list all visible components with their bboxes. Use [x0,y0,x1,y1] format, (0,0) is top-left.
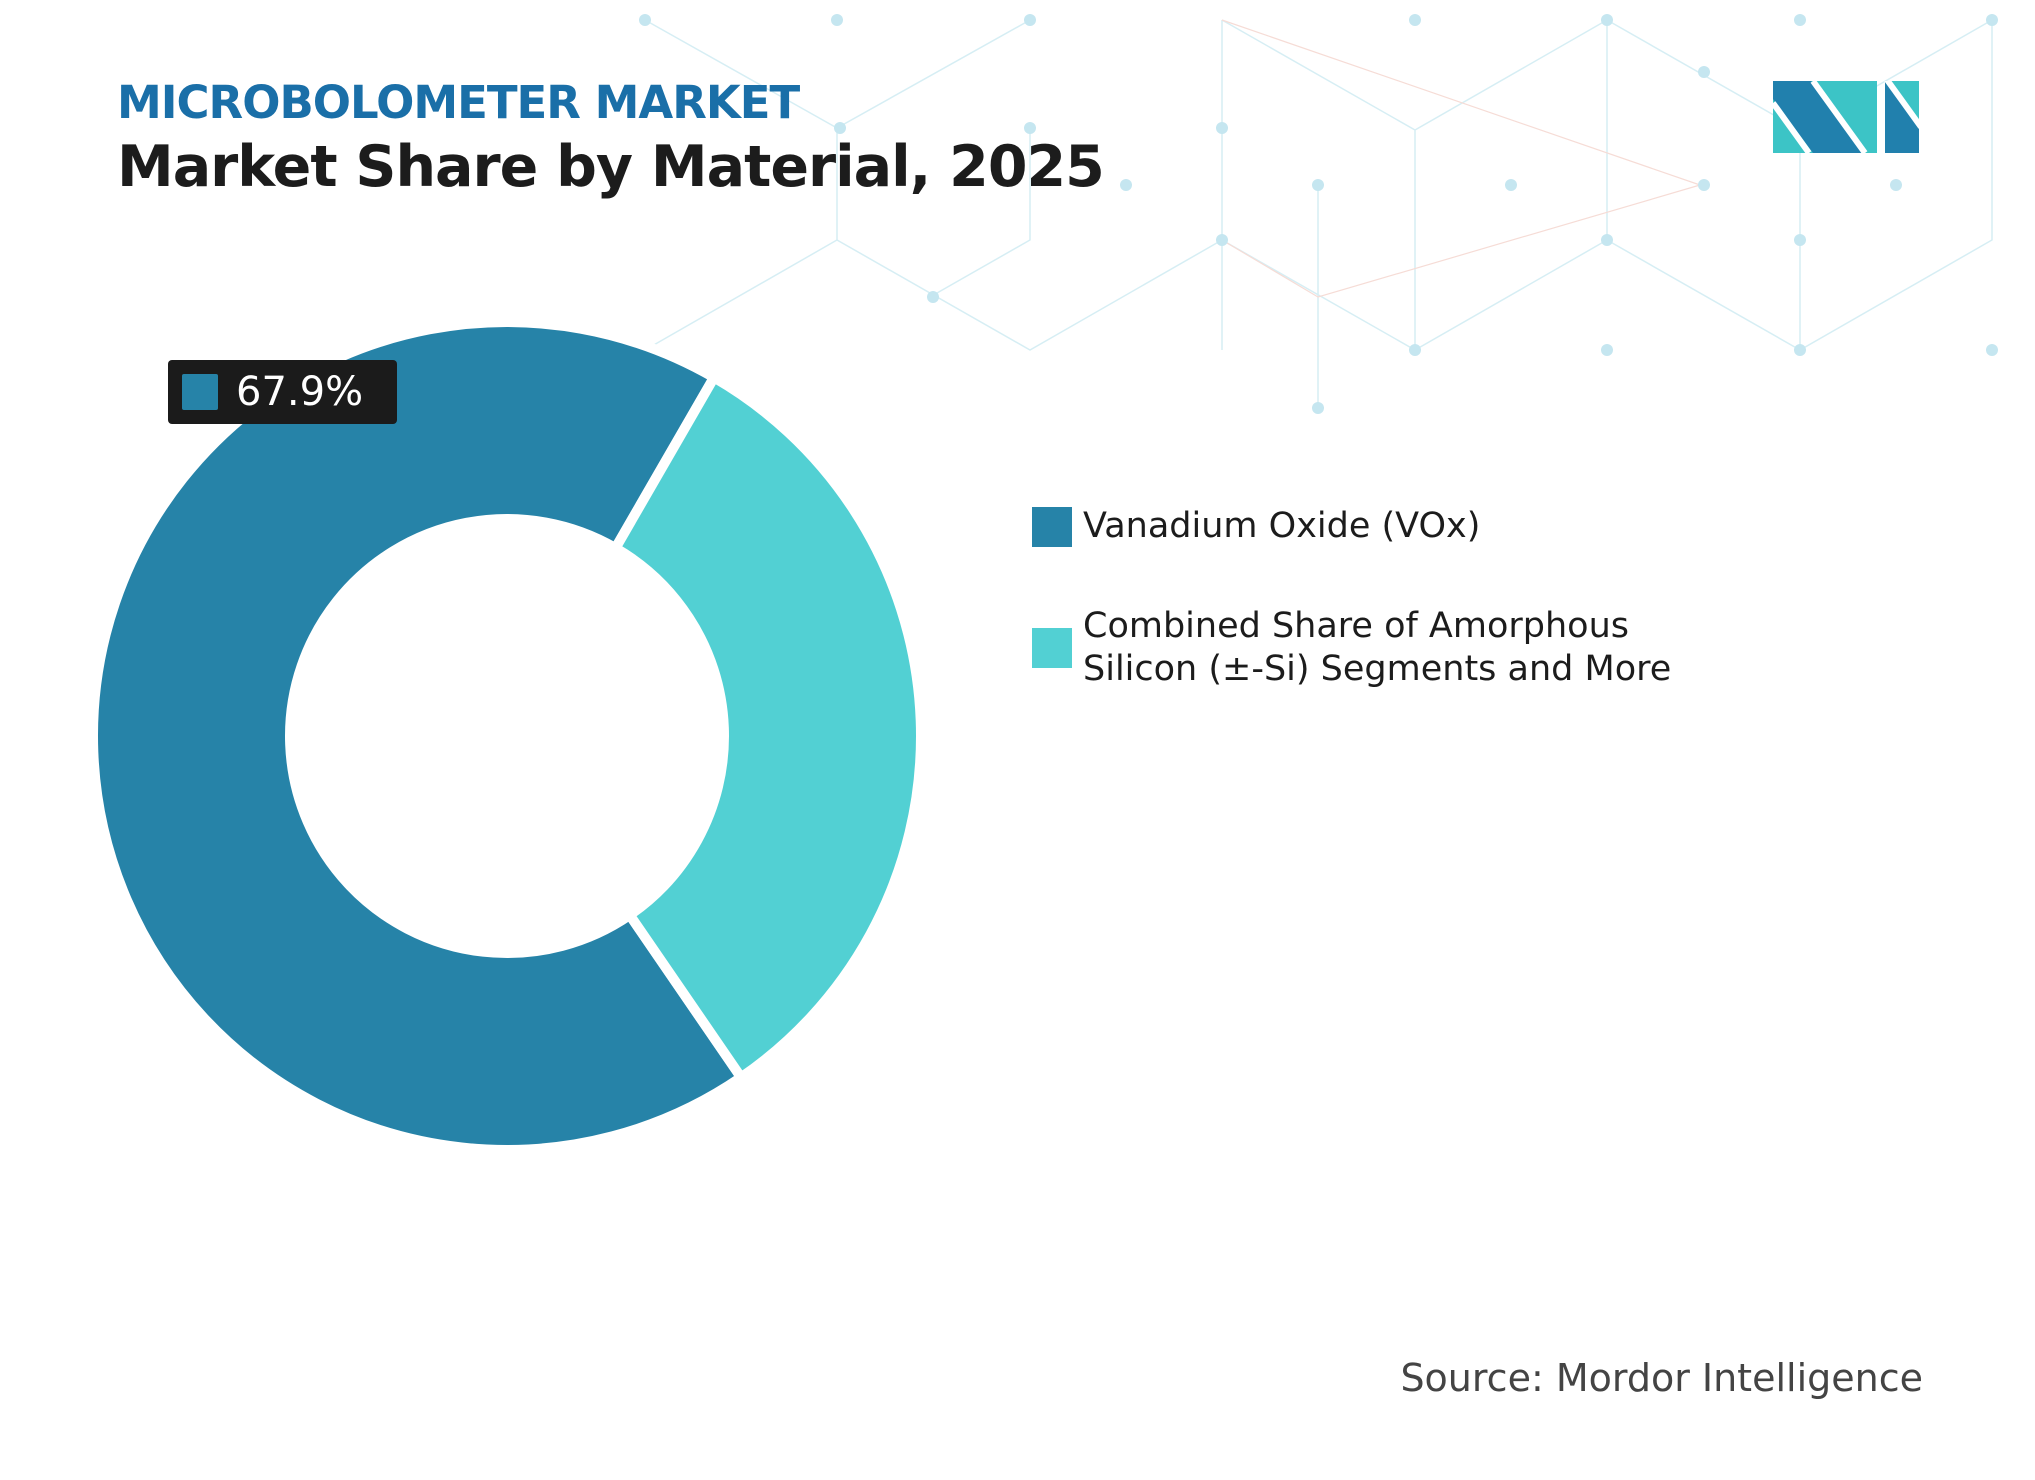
mordor-logo [1773,81,1919,153]
donut-slice-1 [608,370,926,1085]
data-label-vox: 67.9% [168,360,397,424]
data-label-text: 67.9% [236,369,364,415]
data-label-swatch [182,374,218,410]
legend-label: Vanadium Oxide (VOx) [1083,506,1481,546]
source-note: Source: Mordor Intelligence [1400,1356,1923,1400]
legend-item-amorphous-silicon: Combined Share of Amorphous Silicon (±-S… [1032,605,1732,691]
chart-kicker: MICROBOLOMETER MARKET [117,76,800,129]
legend-item-vox: Vanadium Oxide (VOx) [1032,505,1480,548]
chart-title: Market Share by Material, 2025 [117,134,1105,200]
donut-slice-0 [88,317,749,1155]
legend-swatch [1032,628,1072,668]
legend-swatch [1032,506,1072,547]
legend-label: Combined Share of Amorphous Silicon (±-S… [1083,606,1672,689]
